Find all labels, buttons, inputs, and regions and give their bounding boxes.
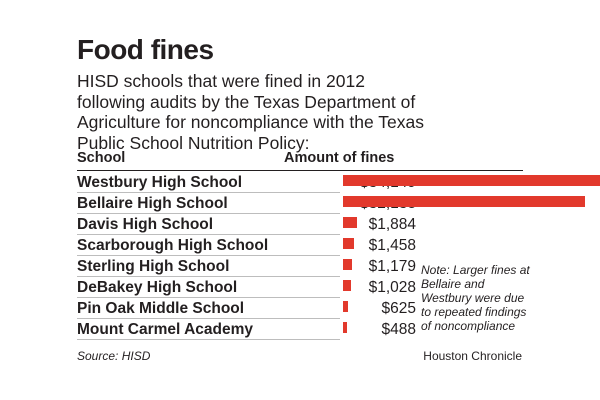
fine-amount-label: $1,458 xyxy=(368,237,416,254)
row-divider xyxy=(77,234,340,235)
row-divider xyxy=(77,192,340,193)
bar-row: Sterling High School $1,179 xyxy=(77,256,523,277)
fine-bar xyxy=(343,238,354,249)
school-name-label: Sterling High School xyxy=(77,258,230,275)
chart-subtitle: HISD schools that were fined in 2012 fol… xyxy=(77,71,424,153)
fine-bar xyxy=(343,217,358,228)
school-name-label: Mount Carmel Academy xyxy=(77,321,253,338)
fine-amount-label: $1,028 xyxy=(368,279,416,296)
school-name-label: Scarborough High School xyxy=(77,237,269,254)
fine-bar xyxy=(343,322,347,333)
bar-row: Davis High School $1,884 xyxy=(77,214,523,235)
fine-bar xyxy=(343,280,351,291)
row-divider xyxy=(77,318,340,319)
school-name-label: Westbury High School xyxy=(77,174,243,191)
bar-row: DeBakey High School $1,028 xyxy=(77,277,523,298)
bar-row: Mount Carmel Academy $488 xyxy=(77,319,523,340)
school-name-label: DeBakey High School xyxy=(77,279,238,296)
amount-column-header: Amount of fines xyxy=(284,150,395,166)
header-divider xyxy=(77,170,523,171)
chart-note: Note: Larger fines at Bellaire and Westb… xyxy=(421,263,530,333)
fine-bar xyxy=(343,301,348,312)
fine-amount-label: $1,884 xyxy=(368,216,416,233)
fine-bar xyxy=(343,175,600,186)
row-divider xyxy=(77,213,340,214)
fine-amount-label: $1,179 xyxy=(368,258,416,275)
fine-amount-label: $625 xyxy=(381,300,416,317)
school-name-label: Pin Oak Middle School xyxy=(77,300,245,317)
bar-row: Westbury High School$34,149 xyxy=(77,172,600,193)
source-label: Source: HISD xyxy=(77,349,151,363)
school-column-header: School xyxy=(77,150,126,166)
chart-title: Food fines xyxy=(77,34,214,65)
row-divider xyxy=(77,339,340,340)
school-name-label: Bellaire High School xyxy=(77,195,228,212)
row-divider xyxy=(77,297,340,298)
bar-row: Scarborough High School $1,458 xyxy=(77,235,523,256)
school-name-label: Davis High School xyxy=(77,216,214,233)
bar-row: Pin Oak Middle School $625 xyxy=(77,298,523,319)
fine-bar xyxy=(343,196,585,207)
fine-bar xyxy=(343,259,352,270)
credit-label: Houston Chronicle xyxy=(423,349,522,363)
row-divider xyxy=(77,255,340,256)
bar-row: Bellaire High School$32,138 xyxy=(77,193,585,214)
row-divider xyxy=(77,276,340,277)
fine-amount-label: $488 xyxy=(381,321,416,338)
